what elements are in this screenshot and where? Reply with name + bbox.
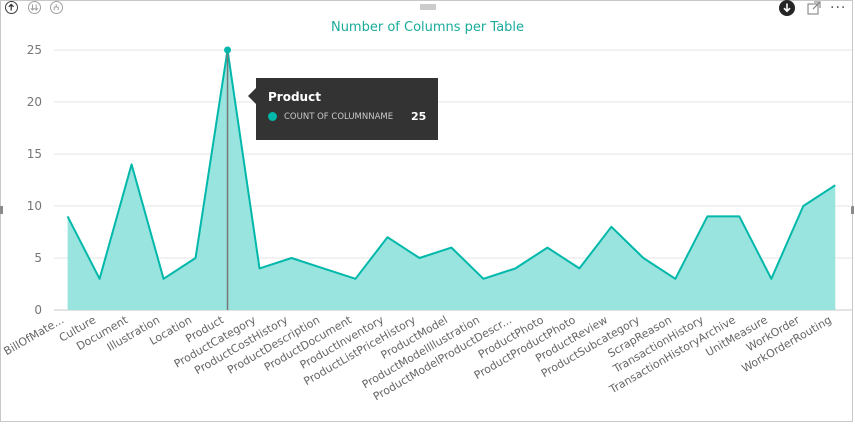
drill-mode-button[interactable] [779, 0, 795, 16]
data-point[interactable] [513, 266, 517, 270]
x-axis: BillOfMate...CultureDocumentIllustration… [2, 313, 834, 403]
drag-grip-icon[interactable] [420, 4, 436, 10]
resize-handle-left[interactable] [0, 206, 3, 214]
data-point[interactable] [833, 183, 837, 187]
data-point[interactable] [130, 162, 134, 166]
data-point[interactable] [194, 256, 198, 260]
data-point[interactable] [737, 214, 741, 218]
data-point[interactable] [290, 256, 294, 260]
y-tick-label: 5 [34, 251, 42, 265]
y-axis: 0 5 10 15 20 25 [27, 43, 42, 317]
area-fill [67, 50, 836, 310]
expand-icon[interactable] [807, 1, 821, 15]
data-point[interactable] [224, 46, 232, 54]
data-point[interactable] [353, 277, 357, 281]
expand-next-level-button[interactable] [50, 1, 63, 14]
data-point[interactable] [66, 214, 70, 218]
data-point[interactable] [609, 225, 613, 229]
data-point[interactable] [705, 214, 709, 218]
data-point[interactable] [801, 204, 805, 208]
x-tick-label: BillOfMate... [2, 313, 67, 358]
data-point[interactable] [481, 277, 485, 281]
data-point[interactable] [577, 266, 581, 270]
data-point[interactable] [545, 246, 549, 250]
series-line [66, 49, 836, 280]
data-point[interactable] [449, 246, 453, 250]
resize-handle-right[interactable] [851, 206, 854, 214]
chart-title: Number of Columns per Table [330, 20, 525, 35]
data-point[interactable] [417, 256, 421, 260]
y-tick-label: 25 [27, 43, 42, 57]
area-series [66, 46, 837, 310]
double-arrow-down-circle-icon [30, 4, 39, 11]
visual-header: ··· [0, 0, 855, 20]
drill-down-all-button[interactable] [28, 1, 41, 14]
tooltip-title: Product [268, 90, 321, 104]
data-point[interactable] [258, 266, 262, 270]
tooltip-series-dot [268, 112, 277, 121]
data-point[interactable] [162, 277, 166, 281]
y-tick-label: 20 [27, 95, 42, 109]
arrow-down-filled-circle-icon [783, 3, 791, 13]
more-options-button[interactable]: ··· [830, 0, 847, 16]
y-tick-label: 10 [27, 199, 42, 213]
data-tooltip: Product COUNT OF COLUMNNAME 25 [248, 78, 438, 140]
data-point[interactable] [385, 235, 389, 239]
drill-up-button[interactable] [5, 1, 18, 14]
tooltip-arrow [248, 88, 256, 104]
arrow-up-circle-icon [8, 3, 15, 11]
data-point[interactable] [769, 277, 773, 281]
data-point[interactable] [98, 277, 102, 281]
tooltip-series-label: COUNT OF COLUMNNAME [284, 112, 394, 122]
data-point[interactable] [673, 277, 677, 281]
y-tick-label: 15 [27, 147, 42, 161]
tooltip-value: 25 [411, 110, 427, 123]
data-point[interactable] [641, 256, 645, 260]
data-point[interactable] [322, 266, 326, 270]
y-tick-label: 0 [34, 303, 42, 317]
fork-down-circle-icon [53, 4, 59, 11]
